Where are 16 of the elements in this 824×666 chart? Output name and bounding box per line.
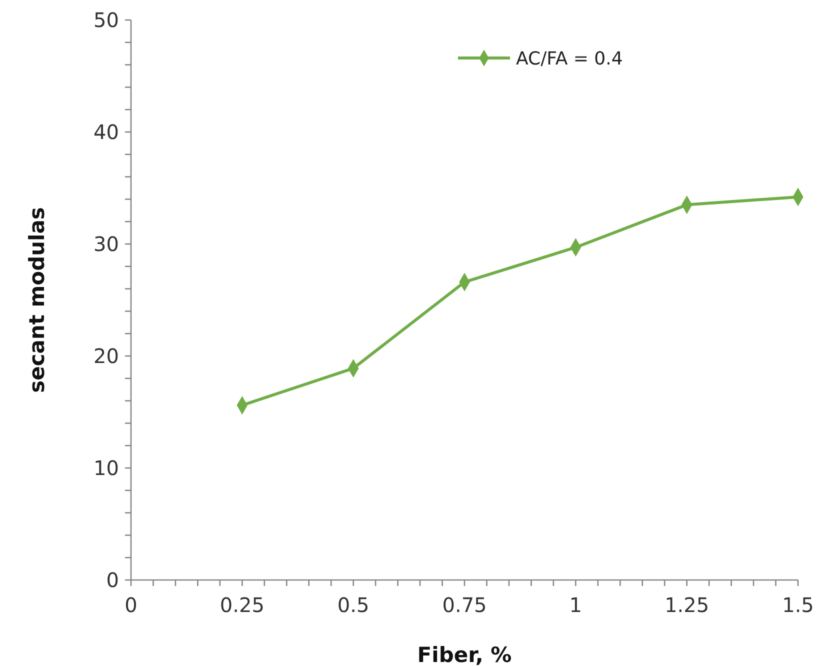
x-tick-label: 1.25 [664,593,710,617]
y-tick-label: 20 [94,344,119,368]
x-tick-label: 0.25 [220,593,264,617]
y-tick-label: 10 [94,456,119,480]
y-tick-label: 50 [94,8,119,32]
x-axis-title: Fiber, % [417,643,512,666]
y-tick-label: 40 [94,120,119,144]
legend-label: AC/FA = 0.4 [516,48,623,70]
y-tick-label: 30 [94,232,119,256]
x-tick-label: 1 [569,593,582,617]
y-axis-title: secant modulas [25,207,49,393]
x-tick-label: 0.5 [337,593,370,617]
x-tick-label: 0 [124,593,138,617]
x-tick-label: 0.75 [442,593,487,617]
x-tick-label: 1.5 [782,593,814,617]
y-tick-label: 0 [106,568,119,592]
